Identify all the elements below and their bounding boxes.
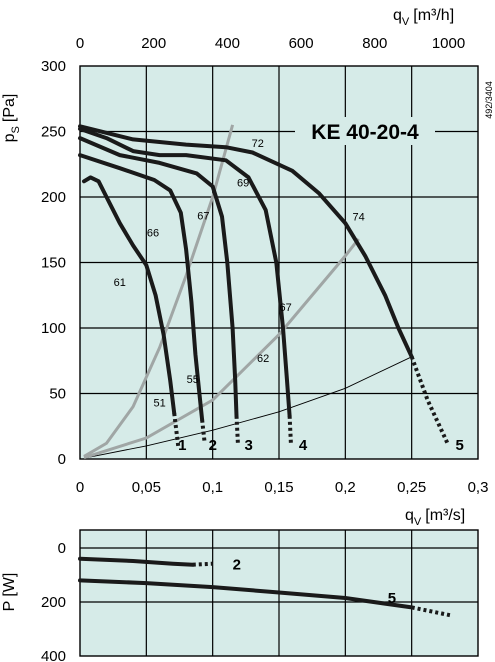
y-tick-label: 200 bbox=[41, 189, 66, 206]
y-tick-label: 250 bbox=[41, 124, 66, 141]
power-curve-5 bbox=[78, 578, 414, 610]
efficiency-label: 67 bbox=[197, 210, 209, 222]
x2-tick-label: 200 bbox=[141, 35, 166, 52]
fan-curve-4 bbox=[78, 126, 292, 418]
system-curve-a bbox=[83, 124, 235, 458]
power-curve-2 bbox=[78, 556, 195, 567]
y-axis-title-main: p bbox=[1, 133, 18, 142]
x2-axis-title-sub: V bbox=[402, 16, 410, 28]
power-curve-label-2: 2 bbox=[233, 557, 241, 574]
power-curve-label-5: 5 bbox=[388, 590, 396, 607]
y-tick-label: 50 bbox=[49, 386, 66, 403]
y-tick-label: 300 bbox=[41, 58, 66, 75]
x-tick-label: 0,15 bbox=[264, 479, 293, 496]
fan-curve-label-5: 5 bbox=[455, 437, 463, 454]
x-tick-label: 0,25 bbox=[397, 479, 426, 496]
power-y-axis-title: P [W] bbox=[1, 573, 18, 612]
y-tick-label: 0 bbox=[58, 451, 66, 468]
x2-axis-title-main: q bbox=[393, 7, 402, 24]
efficiency-label: 61 bbox=[114, 277, 126, 289]
x-tick-label: 0,05 bbox=[132, 479, 161, 496]
x-tick-label: 0,2 bbox=[335, 479, 356, 496]
x-tick-label: 0,3 bbox=[468, 479, 489, 496]
document-code: 492/3404 bbox=[484, 81, 494, 119]
efficiency-label: 55 bbox=[187, 374, 199, 386]
fan-curve-1 bbox=[82, 175, 177, 416]
fan-curve-4-dashed bbox=[287, 415, 293, 444]
efficiency-label: 69 bbox=[237, 178, 249, 190]
y-axis-title: pS [Pa] bbox=[1, 94, 22, 143]
power-y-tick-label: 0 bbox=[58, 540, 66, 557]
x2-tick-label: 1000 bbox=[432, 35, 465, 52]
x-tick-label: 0,1 bbox=[202, 479, 223, 496]
fan-curve-label-2: 2 bbox=[209, 437, 217, 454]
x2-tick-label: 800 bbox=[362, 35, 387, 52]
efficiency-label: 74 bbox=[352, 212, 364, 224]
main-labels: 72 69 67 66 61 74 67 62 55 51 bbox=[114, 138, 365, 409]
y-axis-title-unit: [Pa] bbox=[1, 94, 18, 122]
system-curve-b bbox=[83, 237, 360, 460]
x-axis-title-main: q bbox=[405, 507, 414, 524]
power-curves: 25 bbox=[78, 556, 452, 618]
efficiency-label: 66 bbox=[147, 227, 159, 239]
power-tick-labels: 0 200 400 bbox=[41, 540, 66, 662]
efficiency-label: 67 bbox=[280, 302, 292, 314]
fan-curve-label-1: 1 bbox=[178, 437, 186, 454]
x-tick-label: 0 bbox=[76, 479, 84, 496]
main-curves: 1 2 3 4 5 bbox=[78, 124, 464, 460]
chart-title-bg bbox=[295, 117, 435, 145]
power-y-tick-label: 400 bbox=[41, 648, 66, 662]
efficiency-label: 72 bbox=[252, 138, 264, 150]
y-axis-title-sub: S bbox=[10, 126, 22, 133]
fan-curve-label-3: 3 bbox=[245, 437, 253, 454]
fan-curve-label-4: 4 bbox=[299, 437, 308, 454]
fan-curve-2-dashed bbox=[200, 419, 207, 444]
y-tick-label: 150 bbox=[41, 255, 66, 272]
x2-tick-label: 600 bbox=[289, 35, 314, 52]
efficiency-label: 62 bbox=[257, 353, 269, 365]
x2-axis-title-unit: [m³/h] bbox=[413, 7, 454, 24]
power-y-axis-title-unit: [W] bbox=[1, 573, 18, 597]
fan-curve-3 bbox=[78, 136, 239, 418]
chart-title: KE 40-20-4 bbox=[311, 121, 419, 144]
x-axis-title-unit: [m³/s] bbox=[425, 507, 465, 524]
fan-curve-5 bbox=[78, 124, 414, 359]
main-grid bbox=[80, 66, 478, 459]
power-curve-5-dashed bbox=[411, 605, 452, 618]
x-axis-title: qV [m³/s] bbox=[405, 507, 465, 528]
power-y-axis-title-main: P bbox=[1, 601, 18, 612]
main-tick-labels: 0 0,05 0,1 0,15 0,2 0,25 0,3050100150200250300… bbox=[41, 35, 488, 496]
fan-curve-3-dashed bbox=[234, 415, 240, 444]
x2-tick-label: 0 bbox=[76, 35, 84, 52]
x-axis-title-sub: V bbox=[414, 516, 422, 528]
x2-tick-label: 400 bbox=[215, 35, 240, 52]
y-tick-label: 100 bbox=[41, 320, 66, 337]
resistance-curve bbox=[86, 356, 412, 459]
power-y-tick-label: 200 bbox=[41, 594, 66, 611]
power-grid bbox=[80, 530, 478, 656]
efficiency-label: 51 bbox=[153, 398, 165, 410]
x2-axis-title: qV [m³/h] bbox=[393, 7, 454, 28]
fan-curve-2 bbox=[78, 153, 205, 422]
